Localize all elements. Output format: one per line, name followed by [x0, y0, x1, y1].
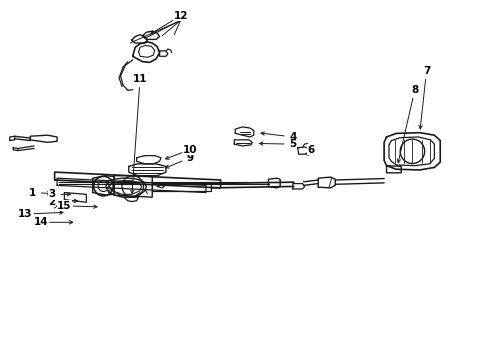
Text: 15: 15	[57, 201, 72, 211]
Text: 2: 2	[49, 197, 56, 207]
Text: 9: 9	[187, 153, 194, 163]
Text: 4: 4	[289, 132, 296, 142]
Text: 11: 11	[133, 74, 147, 84]
Text: 6: 6	[307, 144, 315, 154]
Text: 3: 3	[49, 189, 56, 199]
Text: 14: 14	[34, 217, 49, 227]
Text: 5: 5	[289, 139, 296, 149]
Text: 8: 8	[411, 85, 418, 95]
Text: 10: 10	[183, 144, 197, 154]
Text: 1: 1	[29, 188, 36, 198]
Text: 13: 13	[18, 209, 33, 219]
Text: 7: 7	[423, 66, 430, 76]
Text: 12: 12	[173, 11, 188, 21]
